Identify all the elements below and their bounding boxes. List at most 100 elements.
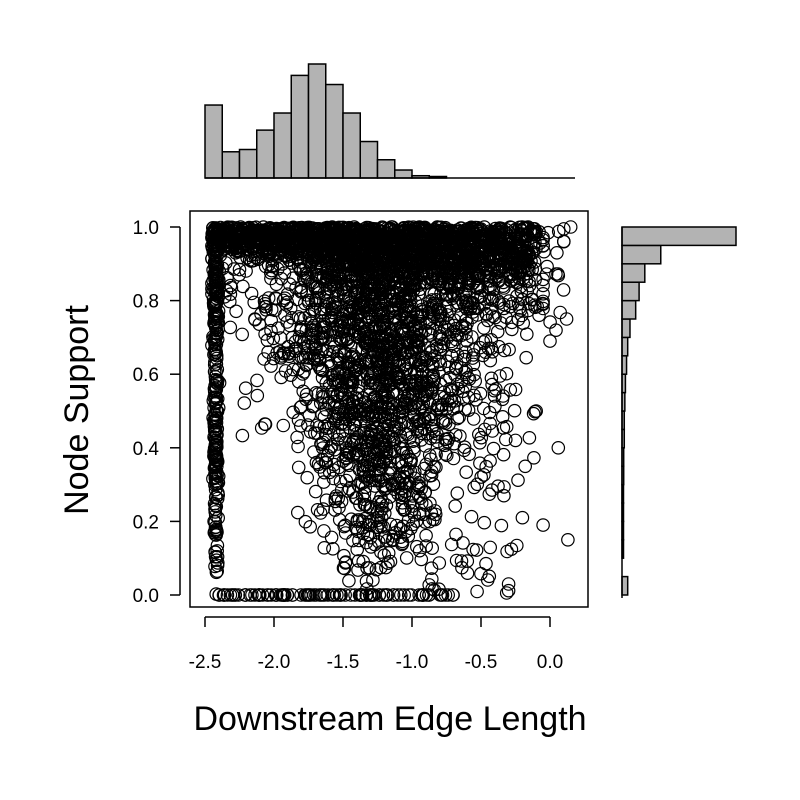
scatter-point — [497, 281, 511, 295]
scatter-point — [330, 318, 345, 333]
scatter-point — [351, 563, 365, 577]
scatter-point — [383, 554, 398, 569]
scatter-point — [355, 341, 369, 355]
scatter-point — [330, 225, 345, 240]
scatter-point — [461, 403, 476, 417]
scatter-point — [513, 303, 528, 317]
scatter-point — [209, 440, 223, 455]
scatter-point — [493, 369, 507, 383]
scatter-point — [280, 315, 294, 329]
scatter-point — [473, 251, 488, 265]
scatter-point — [419, 374, 434, 389]
scatter-point — [208, 413, 223, 428]
scatter-point — [342, 299, 357, 313]
scatter-point — [485, 483, 499, 497]
scatter-point — [409, 539, 424, 554]
scatter-point — [376, 520, 391, 534]
scatter-point — [375, 237, 390, 251]
scatter-point — [410, 228, 425, 242]
x-tick-label: -2.5 — [189, 652, 222, 673]
scatter-point — [472, 231, 486, 245]
scatter-point — [339, 473, 354, 488]
scatter-point — [399, 426, 413, 441]
scatter-point — [369, 303, 384, 318]
scatter-point — [448, 361, 463, 375]
scatter-point — [334, 494, 349, 509]
scatter-point — [285, 310, 299, 325]
scatter-point — [372, 588, 387, 602]
scatter-point — [208, 508, 223, 523]
scatter-point — [210, 538, 225, 553]
scatter-point — [358, 497, 373, 512]
scatter-point — [559, 312, 574, 326]
scatter-point — [477, 515, 492, 530]
scatter-point — [450, 299, 464, 313]
scatter-point — [399, 551, 414, 565]
scatter-point — [326, 278, 341, 293]
y-tick-label: 0.4 — [133, 439, 160, 460]
scatter-point — [425, 541, 439, 555]
scatter-point — [223, 294, 237, 309]
x-tick-label: -1.5 — [327, 652, 360, 673]
scatter-point — [272, 222, 286, 236]
right-hist-bar — [621, 575, 629, 596]
scatter-point — [245, 588, 259, 602]
y-axis-title: Node Support — [58, 305, 96, 515]
scatter-point — [483, 540, 497, 555]
top-hist-bar — [342, 112, 361, 179]
scatter-point — [396, 519, 411, 534]
scatter-point — [521, 263, 536, 278]
scatter-point — [316, 314, 330, 328]
scatter-point — [495, 392, 510, 407]
scatter-point — [518, 231, 532, 246]
scatter-point — [343, 258, 357, 273]
scatter-point — [207, 357, 222, 372]
scatter-point — [207, 316, 221, 331]
scatter-point — [529, 404, 543, 418]
scatter-point — [421, 411, 436, 426]
scatter-point — [495, 409, 510, 424]
top-hist-bar — [204, 104, 223, 179]
scatter-point — [532, 225, 546, 239]
scatter-point — [383, 446, 397, 461]
scatter-point — [257, 352, 271, 366]
scatter-point — [386, 588, 401, 602]
scatter-point — [473, 340, 487, 355]
scatter-point — [491, 265, 506, 280]
scatter-point — [293, 323, 308, 338]
scatter-point — [336, 561, 351, 575]
scatter-point — [493, 231, 507, 246]
scatter-point — [381, 556, 395, 570]
scatter-point — [390, 242, 405, 256]
scatter-point — [422, 312, 437, 326]
scatter-point — [250, 373, 264, 388]
scatter-point — [499, 366, 514, 381]
plot-frame — [189, 210, 589, 608]
scatter-point — [343, 375, 358, 390]
scatter-point — [343, 323, 357, 337]
scatter-point — [446, 237, 461, 252]
scatter-point — [376, 293, 390, 308]
scatter-point — [337, 519, 351, 534]
scatter-point — [255, 588, 270, 602]
right-hist-bar — [621, 244, 662, 265]
x-axis-title: Downstream Edge Length — [193, 700, 586, 738]
scatter-point — [387, 330, 402, 345]
scatter-point — [483, 416, 497, 431]
scatter-point — [350, 542, 364, 557]
scatter-point — [329, 400, 343, 415]
scatter-point — [250, 388, 265, 403]
scatter-point — [487, 290, 501, 304]
scatter-point — [301, 246, 316, 260]
scatter-point — [244, 286, 259, 301]
scatter-point — [324, 228, 339, 243]
scatter-point — [475, 283, 489, 297]
scatter-point — [325, 264, 339, 278]
scatter-point — [227, 237, 242, 252]
scatter-point — [386, 433, 400, 447]
scatter-point — [296, 384, 310, 399]
scatter-point — [217, 588, 232, 602]
scatter-point — [211, 244, 225, 258]
scatter-point — [483, 353, 498, 368]
scatter-point — [504, 322, 519, 337]
